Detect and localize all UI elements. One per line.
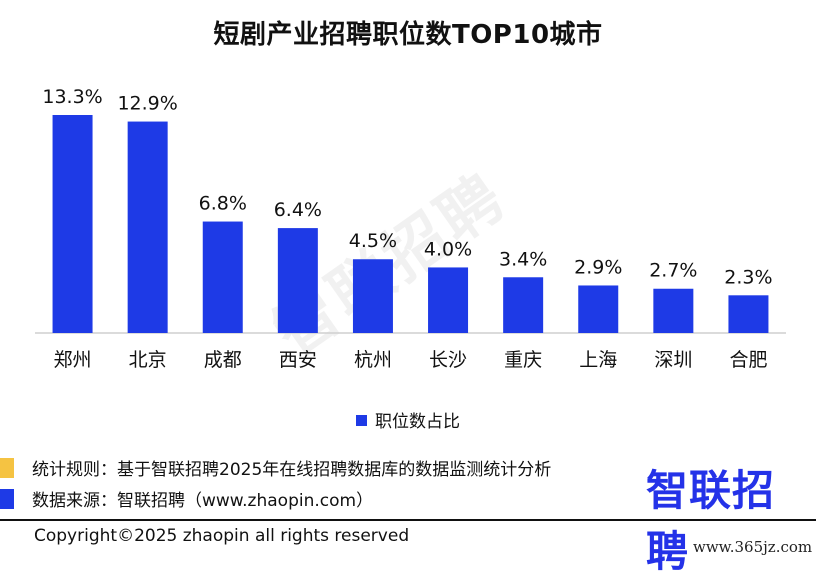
- note-source-marker: [0, 488, 14, 509]
- note-rule-text: 统计规则：基于智联招聘2025年在线招聘数据库的数据监测统计分析: [32, 460, 552, 480]
- bar: [202, 221, 243, 333]
- data-label: 6.8%: [199, 193, 247, 215]
- bar: [277, 228, 318, 333]
- chart-title: 短剧产业招聘职位数TOP10城市: [213, 20, 603, 50]
- data-label: 12.9%: [117, 93, 177, 115]
- category-label: 上海: [579, 349, 617, 371]
- data-label: 2.9%: [574, 256, 622, 278]
- note-source: 数据来源：智联招聘（www.zhaopin.com）: [0, 486, 373, 511]
- category-label: 长沙: [429, 349, 467, 371]
- data-label: 13.3%: [42, 86, 102, 108]
- bar: [653, 288, 694, 333]
- legend-swatch: [356, 415, 367, 426]
- data-label: 4.5%: [349, 230, 397, 252]
- category-label: 杭州: [354, 349, 392, 371]
- bar: [52, 115, 93, 333]
- note-source-text: 数据来源：智联招聘（www.zhaopin.com）: [32, 491, 374, 511]
- category-label: 重庆: [504, 349, 542, 371]
- copyright-text: Copyright©2025 zhaopin all rights reserv…: [34, 526, 410, 546]
- category-label: 成都: [204, 349, 242, 371]
- data-label: 2.3%: [724, 266, 772, 288]
- bar: [127, 121, 168, 333]
- category-label: 西安: [279, 349, 317, 371]
- legend: 职位数占比: [0, 407, 816, 432]
- site-url: www.365jz.com: [693, 538, 813, 556]
- zhaopin-logo: 智联招聘: [646, 466, 776, 576]
- note-rule: 统计规则：基于智联招聘2025年在线招聘数据库的数据监测统计分析: [0, 455, 551, 480]
- bar: [578, 285, 619, 333]
- bar: [352, 259, 393, 333]
- category-label: 合肥: [729, 349, 767, 371]
- data-label: 3.4%: [499, 248, 547, 270]
- category-label: 郑州: [54, 349, 92, 371]
- data-label: 6.4%: [274, 199, 322, 221]
- note-rule-marker: [0, 457, 14, 478]
- category-label: 北京: [129, 349, 167, 371]
- footer-divider: [0, 519, 816, 521]
- data-label: 4.0%: [424, 238, 472, 260]
- bar: [503, 277, 544, 333]
- bar-chart: 13.3% 郑州 12.9% 北京 6.8% 成都 6.4% 西安 4.5% 杭州 4.0% 长沙 3.…: [35, 86, 786, 371]
- category-label: 深圳: [654, 349, 692, 371]
- data-label: 2.7%: [649, 260, 697, 282]
- bar: [728, 295, 769, 333]
- legend-label: 职位数占比: [375, 412, 460, 432]
- bar: [428, 267, 469, 333]
